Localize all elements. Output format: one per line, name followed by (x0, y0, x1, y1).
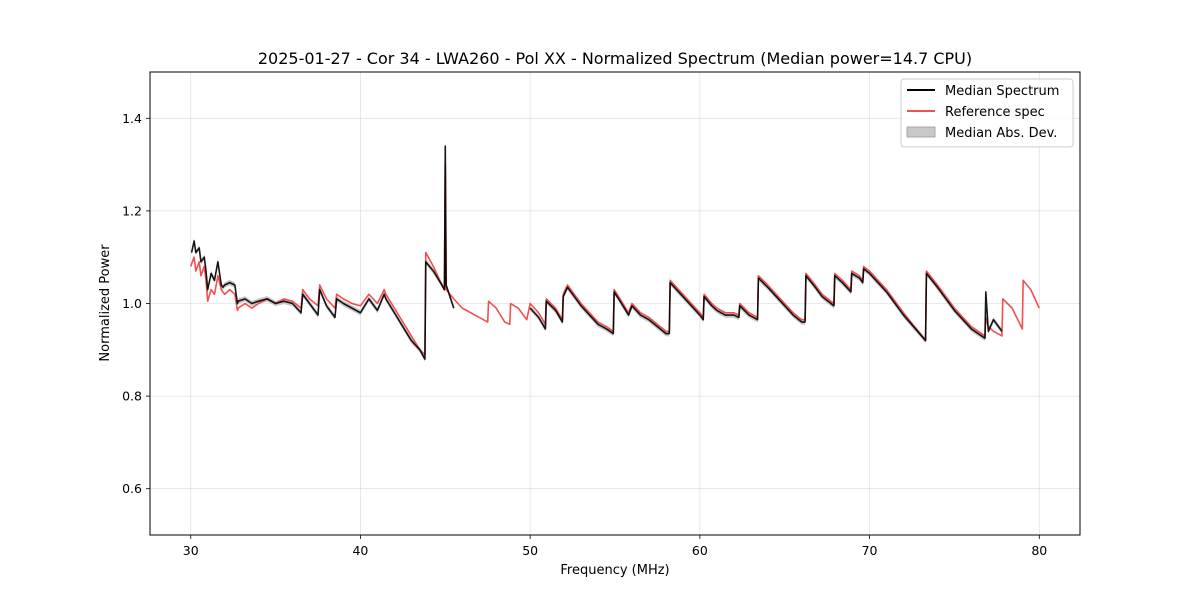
x-axis-label: Frequency (MHz) (560, 563, 669, 578)
y-tick: 1.4 (122, 111, 150, 126)
legend: Median Spectrum Reference spec Median Ab… (900, 78, 1074, 148)
x-tick: 50 (522, 535, 538, 558)
legend-swatch-mad (906, 126, 936, 138)
x-tick: 60 (692, 535, 708, 558)
legend-frame (900, 78, 1074, 148)
x-tick-label: 30 (183, 543, 199, 558)
x-tick-label: 60 (692, 543, 708, 558)
median-spectrum-line-1 (190, 145, 455, 360)
y-tick-label: 1.0 (122, 296, 142, 311)
y-tick: 0.8 (122, 389, 150, 404)
x-tick-label: 40 (352, 543, 368, 558)
legend-label-mad: Median Abs. Dev. (945, 126, 1057, 141)
x-tick-label: 50 (522, 543, 538, 558)
y-tick: 0.6 (122, 481, 150, 496)
y-tick-label: 0.8 (122, 389, 142, 404)
x-tick-label: 80 (1031, 543, 1047, 558)
x-tick: 30 (183, 535, 199, 558)
legend-label-median: Median Spectrum (945, 84, 1059, 99)
y-axis: 0.6 0.8 1.0 1.2 1.4 (122, 111, 150, 496)
series-lines (189, 145, 1040, 360)
median-spectrum-line-2 (529, 267, 1003, 342)
y-tick: 1.2 (122, 203, 150, 218)
x-tick: 70 (862, 535, 878, 558)
y-tick: 1.0 (122, 296, 150, 311)
y-tick-label: 0.6 (122, 481, 142, 496)
chart-title: 2025-01-27 - Cor 34 - LWA260 - Pol XX - … (258, 49, 972, 68)
x-tick-label: 70 (862, 543, 878, 558)
y-tick-label: 1.2 (122, 203, 142, 218)
x-tick: 80 (1031, 535, 1047, 558)
y-tick-label: 1.4 (122, 111, 142, 126)
y-axis-label: Normalized Power (98, 244, 113, 362)
legend-label-reference: Reference spec (945, 105, 1045, 120)
x-tick: 40 (352, 535, 368, 558)
x-axis: 30 40 50 60 70 80 (183, 535, 1047, 558)
